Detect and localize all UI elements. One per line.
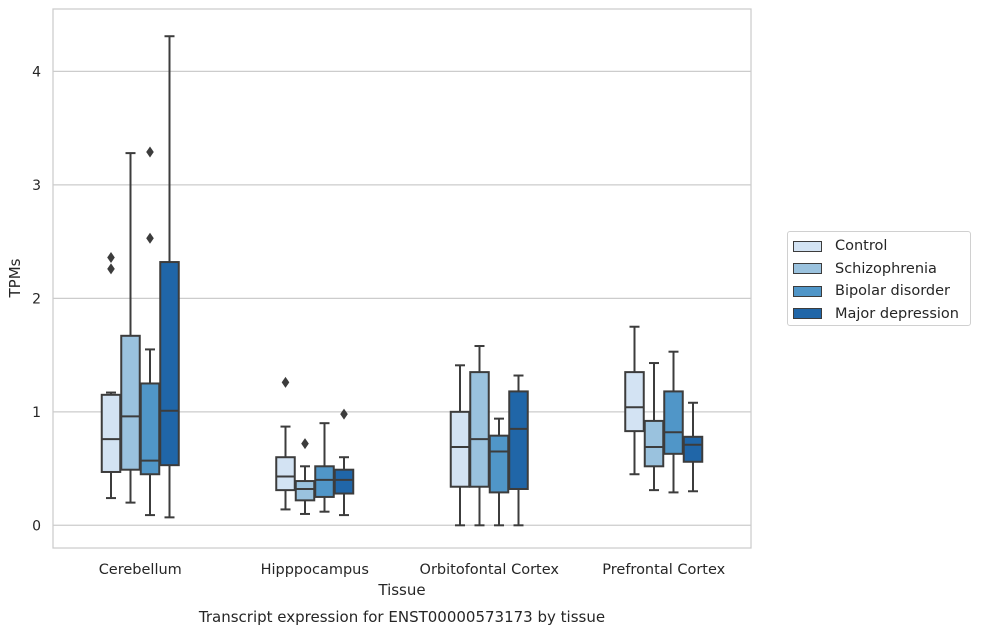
outlier-point [146, 146, 154, 158]
box-iqr [120, 334, 141, 471]
box-iqr [488, 434, 510, 494]
box-group [643, 362, 665, 492]
box-group [139, 146, 161, 517]
outlier-point [107, 252, 115, 264]
box-group [120, 152, 141, 504]
box-iqr [100, 393, 122, 473]
box-iqr [469, 371, 490, 488]
x-axis-label: Tissue [377, 581, 425, 599]
x-tick-label: Prefrontal Cortex [602, 562, 725, 578]
legend-swatch [793, 285, 822, 297]
x-tick-label: Orbitofontal Cortex [420, 562, 560, 578]
legend: Control Schizophrenia Bipolar disorder Majo… [787, 231, 971, 326]
box-group [624, 325, 645, 476]
box-iqr [275, 456, 296, 492]
y-tick-label: 4 [32, 64, 41, 80]
legend-label: Control [835, 238, 888, 255]
outlier-point [107, 263, 115, 275]
legend-swatch [793, 263, 822, 275]
box-group [663, 350, 684, 494]
box-iqr [663, 390, 684, 455]
legend-label: Schizophrenia [835, 260, 937, 277]
legend-item: Major depression [793, 303, 970, 326]
box-iqr [449, 410, 471, 488]
outlier-point [340, 408, 348, 420]
box-iqr [624, 371, 645, 433]
outlier-point [301, 438, 309, 450]
boxes [100, 35, 704, 527]
y-tick-label: 3 [32, 178, 41, 194]
legend-swatch [793, 240, 822, 252]
outlier-point [281, 376, 290, 388]
y-axis-label: TPMs [6, 258, 24, 298]
chart-title: Transcript expression for ENST0000057317… [198, 608, 605, 626]
box-iqr [314, 465, 335, 498]
box-group [469, 345, 490, 527]
box-group [682, 401, 704, 493]
legend-item: Schizophrenia [793, 258, 970, 281]
legend-item: Bipolar disorder [793, 280, 970, 303]
legend-label: Major depression [835, 305, 959, 322]
plot-frame [52, 8, 752, 549]
y-tick-label: 2 [32, 291, 41, 307]
box-group [314, 422, 335, 513]
outlier-point [146, 232, 154, 244]
x-tick-label: Cerebellum [99, 562, 182, 578]
box-group [508, 374, 529, 527]
y-tick-label: 0 [32, 518, 41, 534]
box-iqr [159, 261, 180, 467]
legend-item: Control [793, 235, 970, 258]
box-iqr [294, 480, 316, 502]
box-group [294, 438, 316, 515]
box-iqr [333, 468, 355, 495]
box-iqr [643, 419, 665, 468]
x-tick-labels: Cerebellum Hipppocampus Orbitofontal Corte… [99, 562, 726, 578]
box-group [333, 408, 355, 517]
legend-label: Bipolar disorder [835, 283, 950, 300]
box-iqr [682, 435, 704, 463]
y-tick-labels: 0 1 2 3 4 [32, 64, 41, 534]
y-tick-label: 1 [32, 405, 41, 421]
box-group [449, 364, 471, 527]
box-iqr [508, 390, 529, 490]
legend-swatch [793, 308, 822, 320]
box-group [159, 35, 180, 519]
box-group [488, 417, 510, 527]
x-tick-label: Hipppocampus [261, 562, 369, 578]
box-group [100, 252, 122, 500]
box-group [275, 376, 296, 511]
